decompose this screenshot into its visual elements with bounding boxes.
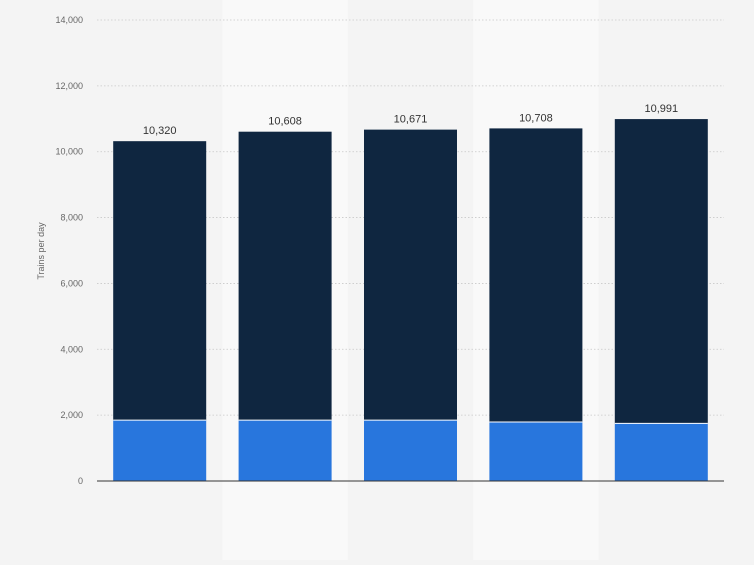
bars xyxy=(113,119,708,481)
bar-segment-upper[interactable] xyxy=(364,129,457,421)
y-tick-label: 0 xyxy=(78,476,83,486)
total-label: 10,320 xyxy=(143,125,177,137)
y-tick-label: 10,000 xyxy=(55,147,83,157)
total-label: 10,708 xyxy=(519,112,553,124)
y-tick-label: 6,000 xyxy=(60,278,83,288)
y-tick-label: 12,000 xyxy=(55,81,83,91)
total-label: 10,608 xyxy=(268,116,302,128)
y-tick-label: 2,000 xyxy=(60,410,83,420)
y-tick-label: 4,000 xyxy=(60,344,83,354)
y-tick-label: 14,000 xyxy=(55,15,83,25)
bar-segment-upper[interactable] xyxy=(614,119,708,424)
bar-segment-lower[interactable] xyxy=(489,422,583,481)
y-axis-ticks: 0 2,000 4,000 6,000 8,000 10,000 12,000 14,000 xyxy=(55,15,83,486)
total-label: 10,991 xyxy=(644,103,678,115)
bar-segment-upper[interactable] xyxy=(238,131,332,421)
bar-segment-lower[interactable] xyxy=(364,420,457,481)
bar-segment-lower[interactable] xyxy=(238,420,332,481)
total-labels: 10,320 10,608 10,671 10,708 10,991 xyxy=(143,103,678,137)
y-axis-label: Trains per day xyxy=(36,222,46,280)
bar-segment-lower[interactable] xyxy=(614,423,708,481)
y-tick-label: 8,000 xyxy=(60,213,83,223)
bar-segment-lower[interactable] xyxy=(113,420,207,481)
bar-segment-upper[interactable] xyxy=(489,128,583,423)
total-label: 10,671 xyxy=(394,114,428,126)
bar-segment-upper[interactable] xyxy=(113,141,207,421)
